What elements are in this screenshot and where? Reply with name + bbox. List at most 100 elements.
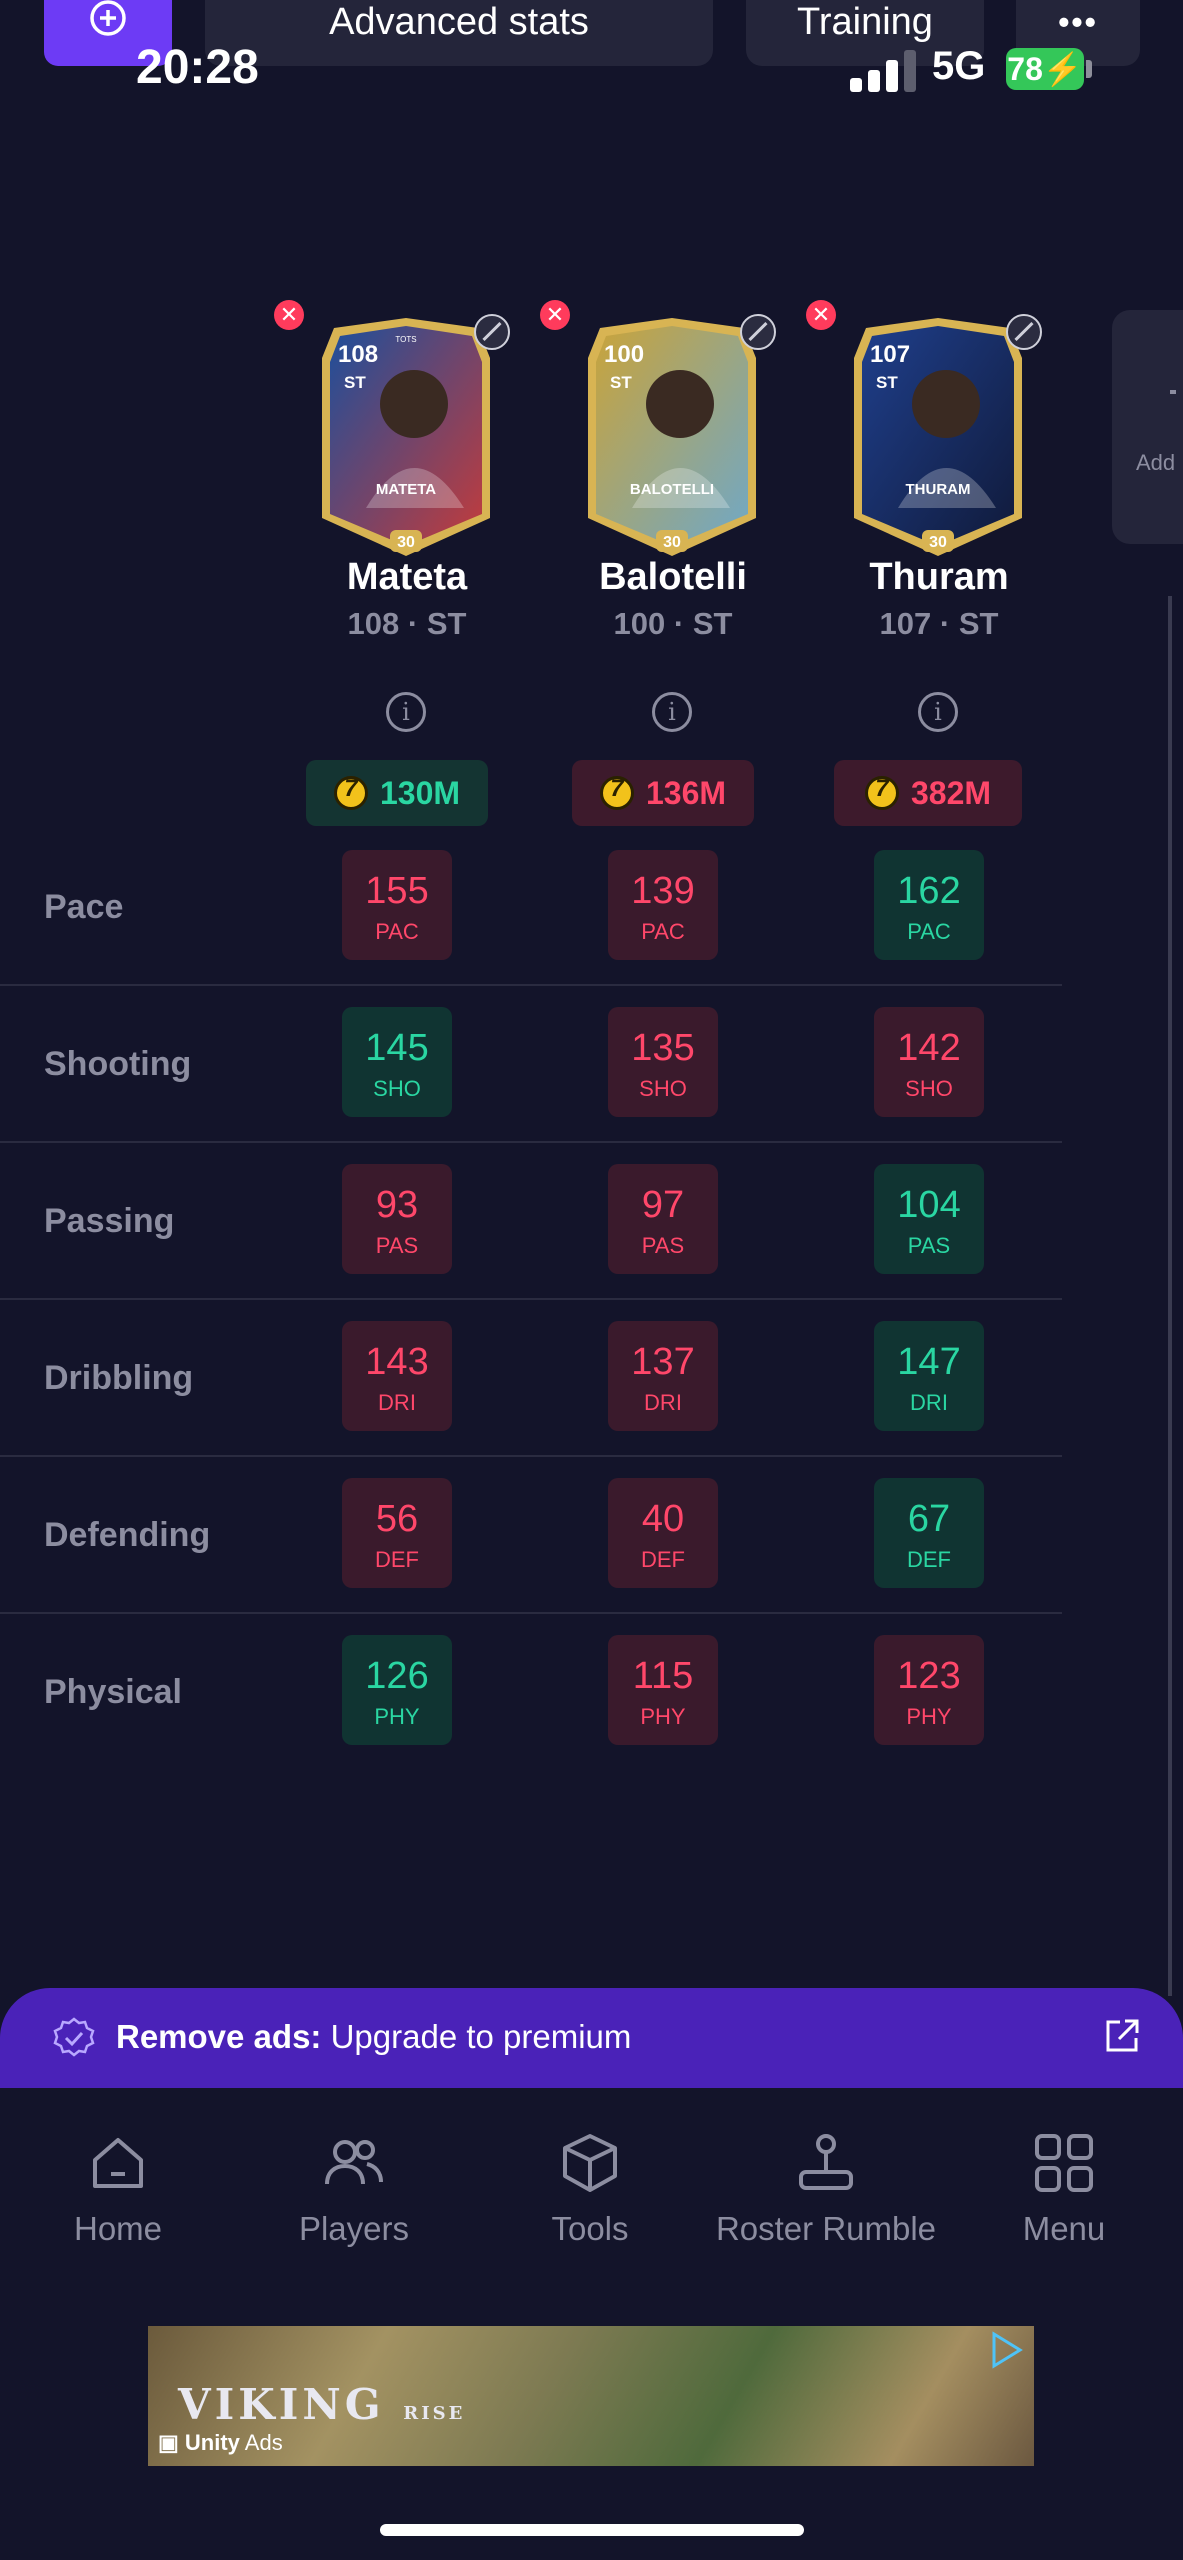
- nav-label: Players: [298, 2210, 410, 2247]
- advanced-stats-label: Advanced stats: [329, 0, 589, 43]
- untradeable-icon: [1006, 314, 1042, 350]
- nav-menu[interactable]: Menu: [946, 2130, 1182, 2248]
- svg-text:30: 30: [663, 534, 681, 551]
- ad-subtitle: RISE: [403, 2403, 466, 2424]
- stat-label: Passing: [44, 1202, 175, 1240]
- advanced-stats-button[interactable]: Advanced stats: [205, 0, 713, 66]
- stat-label: Pace: [44, 888, 124, 926]
- stat-abbr: SHO: [905, 1076, 953, 1101]
- stat-value-box: 67 DEF: [874, 1478, 984, 1588]
- player-rating-position: 108 · ST: [347, 606, 467, 641]
- stat-value-box: 137 DRI: [608, 1321, 718, 1431]
- svg-text:108: 108: [338, 341, 378, 368]
- stat-abbr: PHY: [906, 1704, 952, 1729]
- plus-circle-icon: [90, 0, 126, 36]
- player-price[interactable]: 136M: [572, 760, 754, 826]
- svg-text:BALOTELLI: BALOTELLI: [630, 481, 714, 498]
- battery-tip: [1086, 60, 1092, 78]
- price-value: 382M: [910, 774, 992, 811]
- ad-banner[interactable]: [148, 2326, 1034, 2466]
- info-icon[interactable]: i: [918, 692, 958, 732]
- coin-icon: [864, 775, 899, 810]
- player-card[interactable]: 100 ST BALOTELLI 30: [580, 318, 764, 558]
- stat-value-box: 56 DEF: [342, 1478, 452, 1588]
- stat-value-box: 135 SHO: [608, 1007, 718, 1117]
- stat-value: 56: [375, 1498, 419, 1540]
- row-divider: [0, 1141, 1062, 1143]
- stat-value-box: 97 PAS: [608, 1164, 718, 1274]
- player-price[interactable]: 130M: [306, 760, 488, 826]
- coin-icon: [333, 775, 368, 810]
- stat-label: Dribbling: [44, 1359, 194, 1397]
- stat-value-box: 145 SHO: [342, 1007, 452, 1117]
- player-name: Balotelli: [599, 556, 747, 598]
- remove-player-icon[interactable]: ✕: [274, 300, 304, 330]
- stat-value: 40: [641, 1498, 685, 1540]
- svg-text:30: 30: [929, 534, 947, 551]
- external-link-icon[interactable]: [1104, 2018, 1140, 2054]
- player-card[interactable]: 108 ST TOTS MATETA 30: [314, 318, 498, 558]
- row-divider: [0, 1298, 1062, 1300]
- nav-label: Roster Rumble: [715, 2210, 937, 2247]
- stat-value-box: 139 PAC: [608, 850, 718, 960]
- stat-abbr: DRI: [644, 1390, 682, 1415]
- stat-label: Defending: [44, 1516, 211, 1554]
- remove-player-icon[interactable]: ✕: [540, 300, 570, 330]
- coin-icon: [599, 775, 634, 810]
- player-card[interactable]: 107 ST THURAM 30: [846, 318, 1030, 558]
- scrollbar[interactable]: [1168, 596, 1172, 1996]
- add-compare-slot[interactable]: [1112, 310, 1183, 544]
- grid-icon: [1035, 2134, 1093, 2192]
- info-icon[interactable]: i: [386, 692, 426, 732]
- plus-icon: [1170, 390, 1176, 394]
- stat-value-box: 162 PAC: [874, 850, 984, 960]
- nav-label: Menu: [1022, 2210, 1106, 2247]
- ad-brand-suffix: Ads: [239, 2430, 283, 2455]
- nav-tools[interactable]: Tools: [472, 2130, 708, 2248]
- row-divider: [0, 1455, 1062, 1457]
- info-icon[interactable]: i: [652, 692, 692, 732]
- stat-abbr: PAS: [641, 1233, 685, 1258]
- ad-title-text: VIKING: [178, 2380, 385, 2429]
- home-icon: [93, 2138, 143, 2188]
- unity-ads-logo: ▣ Unity Ads: [158, 2430, 283, 2455]
- stat-value: 145: [365, 1027, 429, 1069]
- price-value: 130M: [379, 774, 461, 811]
- stat-value-box: 142 SHO: [874, 1007, 984, 1117]
- stat-abbr: PAC: [641, 919, 685, 944]
- network-type: 5G: [932, 44, 986, 88]
- svg-text:ST: ST: [344, 373, 366, 392]
- nav-label: Home: [73, 2210, 163, 2247]
- add-slot-label: Add: [1136, 450, 1176, 475]
- nav-players[interactable]: Players: [236, 2130, 472, 2248]
- stat-label: Shooting: [44, 1045, 192, 1083]
- price-value: 136M: [645, 774, 727, 811]
- ad-choices-icon[interactable]: [986, 2330, 1026, 2370]
- nav-roster-rumble[interactable]: Roster Rumble: [708, 2130, 944, 2248]
- home-indicator[interactable]: [380, 2524, 804, 2536]
- stat-value: 147: [897, 1341, 961, 1383]
- svg-text:ST: ST: [876, 373, 898, 392]
- stat-abbr: DEF: [907, 1547, 951, 1572]
- nav-label: Tools: [551, 2210, 629, 2247]
- promo-bold: Remove ads:: [116, 2018, 322, 2055]
- stat-abbr: DEF: [641, 1547, 685, 1572]
- stat-value: 126: [365, 1655, 429, 1697]
- stat-abbr: PHY: [640, 1704, 686, 1729]
- stat-value: 139: [631, 870, 695, 912]
- nav-home[interactable]: Home: [0, 2130, 236, 2248]
- svg-text:TOTS: TOTS: [395, 335, 416, 344]
- svg-text:THURAM: THURAM: [906, 481, 971, 498]
- add-player-button[interactable]: [44, 0, 172, 66]
- stat-value-box: 155 PAC: [342, 850, 452, 960]
- player-price[interactable]: 382M: [834, 760, 1022, 826]
- verified-badge-icon: [53, 2017, 95, 2057]
- player-rating-position: 107 · ST: [879, 606, 999, 641]
- stat-value: 142: [897, 1027, 961, 1069]
- remove-player-icon[interactable]: ✕: [806, 300, 836, 330]
- svg-text:30: 30: [397, 534, 415, 551]
- training-button[interactable]: Training: [746, 0, 984, 66]
- stat-value-box: 115 PHY: [608, 1635, 718, 1745]
- player-name: Thuram: [869, 556, 1009, 598]
- remove-ads-banner[interactable]: Remove ads: Upgrade to premium: [0, 1988, 1183, 2088]
